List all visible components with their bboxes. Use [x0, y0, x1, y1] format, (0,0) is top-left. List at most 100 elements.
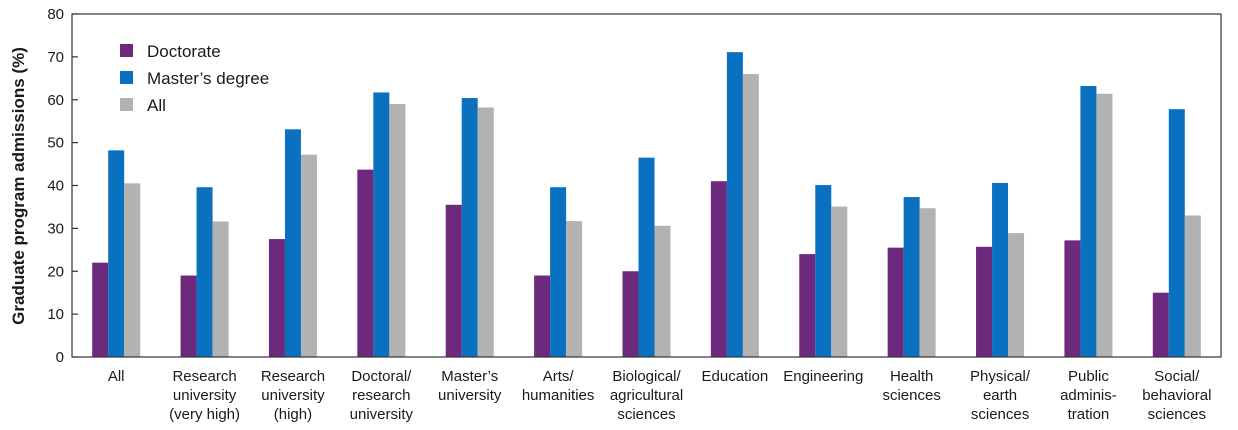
- x-category-label-line: Social/: [1154, 368, 1200, 385]
- bar-doctorate-6: [622, 271, 639, 357]
- x-category-label-line: Engineering: [783, 368, 863, 385]
- bar-doctorate-5: [534, 275, 551, 357]
- x-category-label-line: Master’s: [441, 368, 498, 385]
- x-category-label-line: sciences: [617, 406, 675, 423]
- x-category-label-line: Health: [890, 368, 933, 385]
- bar-doctorate-1: [180, 275, 197, 357]
- bar-master-s-degree-2: [284, 129, 301, 357]
- bar-all-12: [1184, 215, 1201, 357]
- y-tick-label: 40: [47, 178, 64, 195]
- bar-all-0: [124, 183, 141, 357]
- bar-all-10: [1008, 233, 1025, 357]
- x-category-label: Engineering: [783, 368, 863, 385]
- x-category-label-line: university: [438, 387, 502, 404]
- legend-label: Master’s degree: [147, 69, 269, 88]
- y-tick-label: 20: [47, 263, 64, 280]
- x-category-label: Master’s university: [438, 368, 502, 404]
- bar-master-s-degree-1: [196, 187, 213, 357]
- bar-doctorate-3: [357, 169, 374, 357]
- y-tick-label: 60: [47, 92, 64, 109]
- x-category-label-line: Arts/: [543, 368, 575, 385]
- bar-all-7: [742, 74, 759, 357]
- y-tick-label: 80: [47, 6, 64, 23]
- y-tick-label: 50: [47, 135, 64, 152]
- y-tick-label: 70: [47, 49, 64, 66]
- x-category-label: Public adminis-tration: [1060, 368, 1117, 423]
- x-category-label-line: Doctoral/: [351, 368, 412, 385]
- x-category-label-line: earth: [983, 387, 1017, 404]
- bars: [92, 52, 1201, 358]
- bar-master-s-degree-5: [550, 187, 567, 357]
- x-category-label: Research university (very high): [169, 368, 240, 423]
- bar-all-8: [831, 206, 848, 357]
- bar-master-s-degree-6: [638, 157, 655, 357]
- bar-all-5: [566, 221, 583, 357]
- bar-master-s-degree-4: [461, 98, 478, 357]
- legend-swatch: [120, 71, 133, 84]
- x-category-label-line: university: [173, 387, 237, 404]
- x-category-label-line: sciences: [1148, 406, 1206, 423]
- bar-all-1: [212, 221, 229, 357]
- x-category-label: Social/behavioral sciences: [1142, 368, 1211, 423]
- bar-all-3: [389, 104, 406, 357]
- y-ticks: 0 10 20 30 40 50 60 70 80: [47, 6, 78, 366]
- y-tick-label: 10: [47, 306, 64, 323]
- legend-label: All: [147, 96, 166, 115]
- x-category-label-line: (high): [274, 406, 312, 423]
- x-category-label: All: [108, 368, 125, 385]
- y-axis-label: Graduate program admissions (%): [9, 47, 28, 325]
- x-category-label-line: Biological/: [612, 368, 681, 385]
- x-category-label: Health sciences: [882, 368, 940, 404]
- x-category-label-line: tration: [1068, 406, 1110, 423]
- x-category-label-line: Education: [702, 368, 769, 385]
- bar-all-11: [1096, 93, 1113, 357]
- x-category-label-line: Physical/: [970, 368, 1031, 385]
- bar-master-s-degree-12: [1168, 109, 1185, 358]
- x-category-label: Research university (high): [261, 368, 325, 423]
- x-category-label-line: adminis-: [1060, 387, 1117, 404]
- x-category-label-line: sciences: [971, 406, 1029, 423]
- bar-all-4: [477, 107, 494, 357]
- x-category-label-line: university: [350, 406, 414, 423]
- bar-master-s-degree-3: [373, 92, 390, 358]
- bar-all-6: [654, 225, 671, 357]
- x-category-label: Physical/earth sciences: [970, 368, 1031, 423]
- legend-label: Doctorate: [147, 42, 221, 61]
- legend: Doctorate Master’s degree All: [120, 42, 269, 115]
- bar-doctorate-12: [1152, 292, 1169, 357]
- bar-all-2: [300, 154, 317, 357]
- bar-master-s-degree-9: [903, 197, 920, 357]
- bar-all-9: [919, 208, 936, 357]
- bar-master-s-degree-8: [815, 185, 832, 357]
- bar-doctorate-11: [1064, 240, 1081, 357]
- y-tick-label: 30: [47, 220, 64, 237]
- x-labels: All Research university (very high)Research…: [108, 368, 1212, 423]
- bar-doctorate-9: [887, 247, 904, 357]
- x-category-label: Education: [702, 368, 769, 385]
- x-category-label-line: agricultural: [610, 387, 683, 404]
- x-category-label-line: Research: [261, 368, 325, 385]
- bar-doctorate-7: [710, 181, 727, 357]
- x-category-label: Biological/agricultural sciences: [610, 368, 683, 423]
- bar-doctorate-4: [445, 204, 462, 357]
- x-category-label: Arts/humanities: [522, 368, 595, 404]
- legend-swatch: [120, 44, 133, 57]
- x-category-label-line: Public: [1068, 368, 1109, 385]
- x-category-label-line: university: [261, 387, 325, 404]
- x-category-label-line: All: [108, 368, 125, 385]
- bar-master-s-degree-11: [1080, 86, 1097, 357]
- x-category-label-line: research: [352, 387, 410, 404]
- bar-master-s-degree-0: [108, 150, 125, 357]
- bar-doctorate-8: [799, 254, 816, 357]
- y-tick-label: 0: [56, 349, 64, 366]
- bar-doctorate-0: [92, 262, 109, 357]
- legend-swatch: [120, 98, 133, 111]
- x-category-label: Doctoral/research university: [350, 368, 414, 423]
- bar-master-s-degree-7: [726, 52, 743, 357]
- x-category-label-line: behavioral: [1142, 387, 1211, 404]
- x-category-label-line: humanities: [522, 387, 595, 404]
- x-category-label-line: sciences: [882, 387, 940, 404]
- x-category-label-line: Research: [172, 368, 236, 385]
- bar-doctorate-2: [268, 239, 285, 357]
